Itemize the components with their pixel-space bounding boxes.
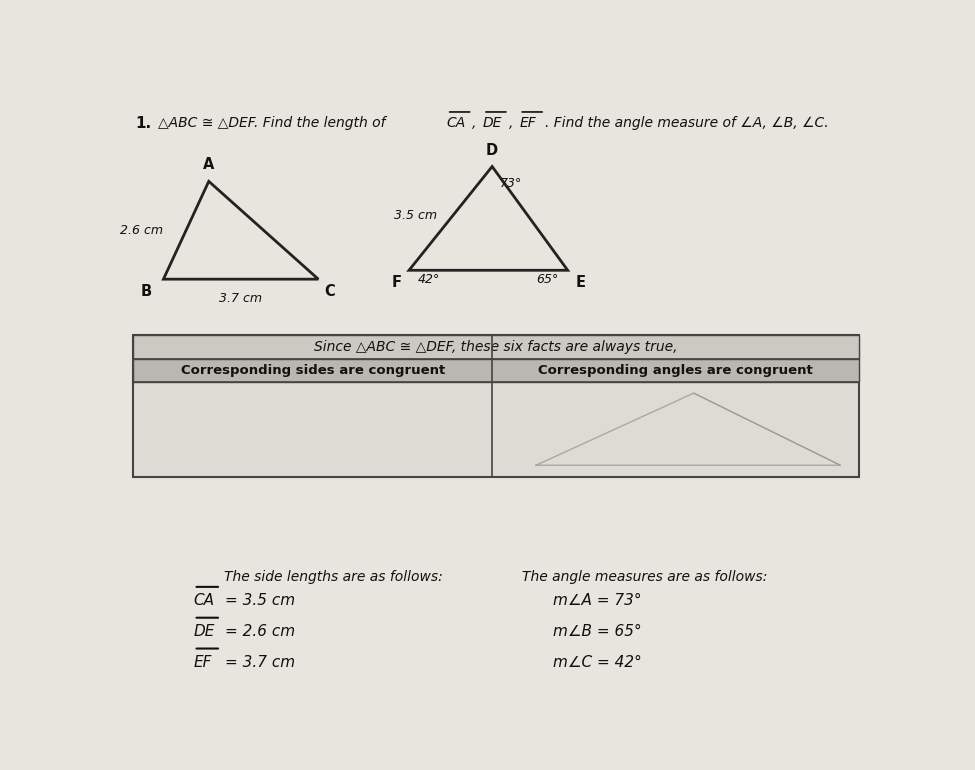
Text: The side lengths are as follows:: The side lengths are as follows: <box>224 570 443 584</box>
Text: The angle measures are as follows:: The angle measures are as follows: <box>523 570 767 584</box>
Text: = 3.5 cm: = 3.5 cm <box>224 594 294 608</box>
Text: 73°: 73° <box>499 177 522 190</box>
Text: E: E <box>575 275 585 290</box>
Text: = 3.7 cm: = 3.7 cm <box>224 655 294 670</box>
Text: CA: CA <box>447 116 466 130</box>
Text: D: D <box>487 142 498 158</box>
Text: . Find the angle measure of ∠A, ∠B, ∠C.: . Find the angle measure of ∠A, ∠B, ∠C. <box>545 116 829 130</box>
Text: ,: , <box>509 116 518 130</box>
Text: A: A <box>203 157 214 172</box>
Text: Corresponding sides are congruent: Corresponding sides are congruent <box>180 364 445 377</box>
Text: m∠A = 73°: m∠A = 73° <box>553 594 642 608</box>
Text: DE: DE <box>194 624 215 639</box>
Text: 1.: 1. <box>136 116 151 131</box>
Text: DE: DE <box>483 116 502 130</box>
Bar <box>134 336 859 359</box>
Text: CA: CA <box>194 594 214 608</box>
Text: 3.5 cm: 3.5 cm <box>394 209 437 222</box>
Text: EF: EF <box>194 655 212 670</box>
Text: Since △ABC ≅ △DEF, these six facts are always true,: Since △ABC ≅ △DEF, these six facts are a… <box>314 340 678 354</box>
Text: m∠C = 42°: m∠C = 42° <box>553 655 642 670</box>
Text: Corresponding angles are congruent: Corresponding angles are congruent <box>538 364 813 377</box>
Text: = 2.6 cm: = 2.6 cm <box>224 624 294 639</box>
Text: m∠B = 65°: m∠B = 65° <box>553 624 642 639</box>
Text: △ABC ≅ △DEF. Find the length of: △ABC ≅ △DEF. Find the length of <box>158 116 390 130</box>
Text: B: B <box>141 284 152 299</box>
Text: 3.7 cm: 3.7 cm <box>219 292 262 305</box>
Bar <box>134 359 859 382</box>
Text: 2.6 cm: 2.6 cm <box>121 224 164 236</box>
Text: F: F <box>391 275 402 290</box>
Text: 65°: 65° <box>536 273 559 286</box>
Text: EF: EF <box>520 116 536 130</box>
Text: 42°: 42° <box>418 273 441 286</box>
Text: ,: , <box>473 116 482 130</box>
Bar <box>134 336 859 477</box>
Text: C: C <box>325 284 335 299</box>
